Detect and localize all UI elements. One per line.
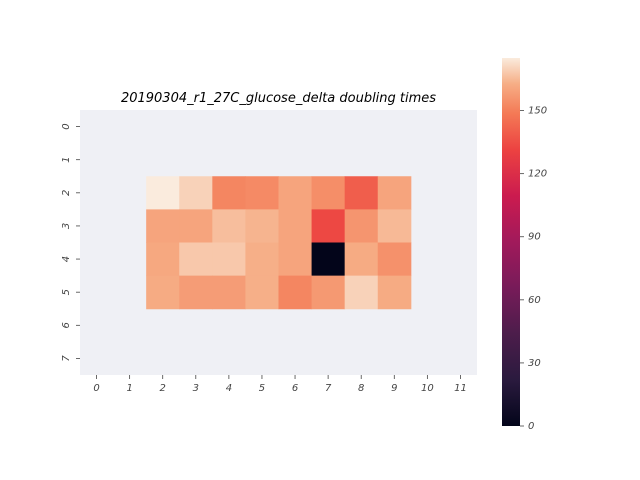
colorbar — [502, 58, 520, 426]
heatmap-cell — [179, 176, 213, 210]
colorbar-tick-label: 120 — [528, 169, 547, 180]
heatmap-cell — [344, 242, 379, 277]
heatmap-cell — [278, 275, 313, 310]
heatmap-cell — [278, 242, 313, 277]
heatmap-cell — [377, 275, 412, 310]
heatmap-cell — [212, 176, 246, 210]
heatmap-cell — [311, 275, 346, 310]
heatmap-cell — [179, 209, 213, 244]
heatmap-cell — [344, 176, 379, 210]
heatmap-cell — [377, 209, 412, 244]
colorbar-tick-label: 90 — [528, 232, 541, 243]
colorbar-tick-label: 0 — [528, 421, 534, 432]
x-tick-label: 8 — [358, 383, 364, 394]
heatmap-cell — [245, 176, 279, 210]
x-tick-label: 1 — [126, 383, 132, 394]
x-tick-label: 4 — [226, 383, 232, 394]
heatmap-cell — [278, 176, 313, 210]
y-tick-label: 2 — [61, 190, 72, 196]
y-tick-label: 5 — [61, 289, 72, 295]
y-tick-label: 4 — [61, 256, 72, 262]
x-tick-label: 7 — [325, 383, 332, 394]
heatmap-cell — [212, 242, 246, 277]
heatmap-cell — [179, 275, 213, 310]
heatmap-cell — [179, 242, 213, 277]
x-tick-label: 10 — [421, 383, 434, 394]
heatmap-cell — [377, 242, 412, 277]
heatmap-cell — [146, 176, 180, 210]
chart-title: 20190304_r1_27C_glucose_delta doubling t… — [121, 91, 436, 106]
colorbar-tick-label: 60 — [528, 295, 541, 306]
x-tick-label: 0 — [93, 383, 99, 394]
heatmap-cell — [344, 275, 379, 310]
heatmap-cell — [245, 209, 279, 244]
colorbar-tick-label: 30 — [528, 358, 541, 369]
x-tick-label: 6 — [292, 383, 298, 394]
heatmap-cell — [146, 242, 180, 277]
y-tick-label: 1 — [61, 157, 72, 163]
heatmap-cell — [146, 275, 180, 310]
heatmap-cell — [245, 242, 279, 277]
heatmap-cell — [278, 209, 313, 244]
x-tick-label: 3 — [193, 383, 199, 394]
y-tick-label: 3 — [61, 223, 72, 229]
heatmap-cell — [245, 275, 279, 310]
colorbar-tick-label: 150 — [528, 106, 547, 117]
y-tick-label: 7 — [61, 355, 72, 362]
x-tick-label: 2 — [160, 383, 166, 394]
heatmap-cell — [377, 176, 412, 210]
heatmap-cell — [311, 209, 346, 244]
heatmap-cell — [212, 209, 246, 244]
y-tick-label: 0 — [61, 123, 72, 129]
y-tick-label: 6 — [61, 322, 72, 328]
heatmap-cell — [311, 176, 346, 210]
x-tick-label: 5 — [259, 383, 265, 394]
heatmap-cell — [212, 275, 246, 310]
heatmap-cell — [146, 209, 180, 244]
heatmap-cell — [311, 242, 346, 277]
x-tick-label: 9 — [391, 383, 397, 394]
heatmap-cell — [344, 209, 379, 244]
x-tick-label: 11 — [454, 383, 467, 394]
